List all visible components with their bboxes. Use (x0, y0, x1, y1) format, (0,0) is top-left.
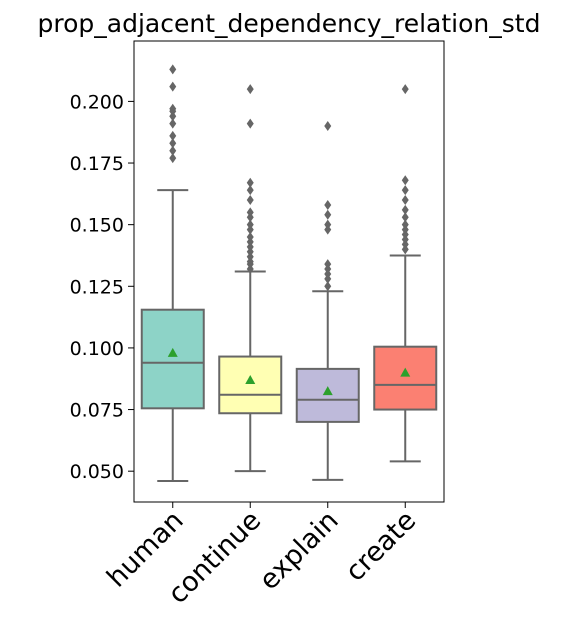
plot-area (133, 40, 445, 503)
outlier-point (169, 138, 177, 149)
outlier-point (169, 64, 177, 75)
outlier-point (324, 219, 332, 230)
outlier-point (401, 204, 409, 215)
x-tick-label-explain: explain (254, 505, 345, 596)
y-tick-label: 0.050 (70, 461, 124, 483)
boxes-layer (140, 64, 438, 483)
mean-marker (167, 347, 178, 357)
box-continue (218, 355, 283, 415)
mean-marker (400, 367, 411, 377)
box-group-create (373, 84, 438, 463)
outlier-point (401, 195, 409, 206)
box-group-continue (218, 84, 283, 473)
box-human (140, 308, 205, 410)
mean-marker (322, 386, 333, 396)
outlier-point (324, 121, 332, 132)
y-tick-label: 0.125 (70, 276, 124, 298)
outlier-point (246, 118, 254, 129)
outlier-point (324, 259, 332, 270)
box-group-explain (295, 121, 360, 481)
outlier-point (169, 81, 177, 92)
outlier-point (324, 281, 332, 292)
outlier-point (324, 199, 332, 210)
outlier-point (401, 84, 409, 95)
y-tick-label: 0.150 (70, 215, 124, 237)
outlier-point (246, 219, 254, 230)
box-explain (295, 367, 360, 423)
outlier-point (246, 195, 254, 206)
outlier-point (246, 207, 254, 218)
box-create (373, 345, 438, 411)
outlier-point (246, 84, 254, 95)
outlier-point (169, 153, 177, 164)
outlier-point (401, 175, 409, 186)
outlier-point (246, 231, 254, 242)
outlier-point (246, 185, 254, 196)
outlier-point (324, 209, 332, 220)
outlier-point (169, 118, 177, 129)
y-tick-label: 0.175 (70, 153, 124, 175)
y-tick-label: 0.100 (70, 338, 124, 360)
mean-marker (245, 374, 256, 384)
outlier-point (169, 130, 177, 141)
outlier-point (401, 212, 409, 223)
outlier-point (401, 219, 409, 230)
x-tick-label-create: create (340, 505, 423, 588)
outlier-point (169, 103, 177, 114)
y-tick-label: 0.200 (70, 91, 124, 113)
outlier-point (246, 177, 254, 188)
y-axis: 0.050 0.075 0.100 0.125 0.150 0.175 0.200 (70, 91, 134, 483)
y-tick-label: 0.075 (70, 400, 124, 422)
outlier-point (169, 145, 177, 156)
outlier-point (401, 185, 409, 196)
box-group-human (140, 64, 205, 483)
chart-title: prop_adjacent_dependency_relation_std (38, 9, 541, 38)
